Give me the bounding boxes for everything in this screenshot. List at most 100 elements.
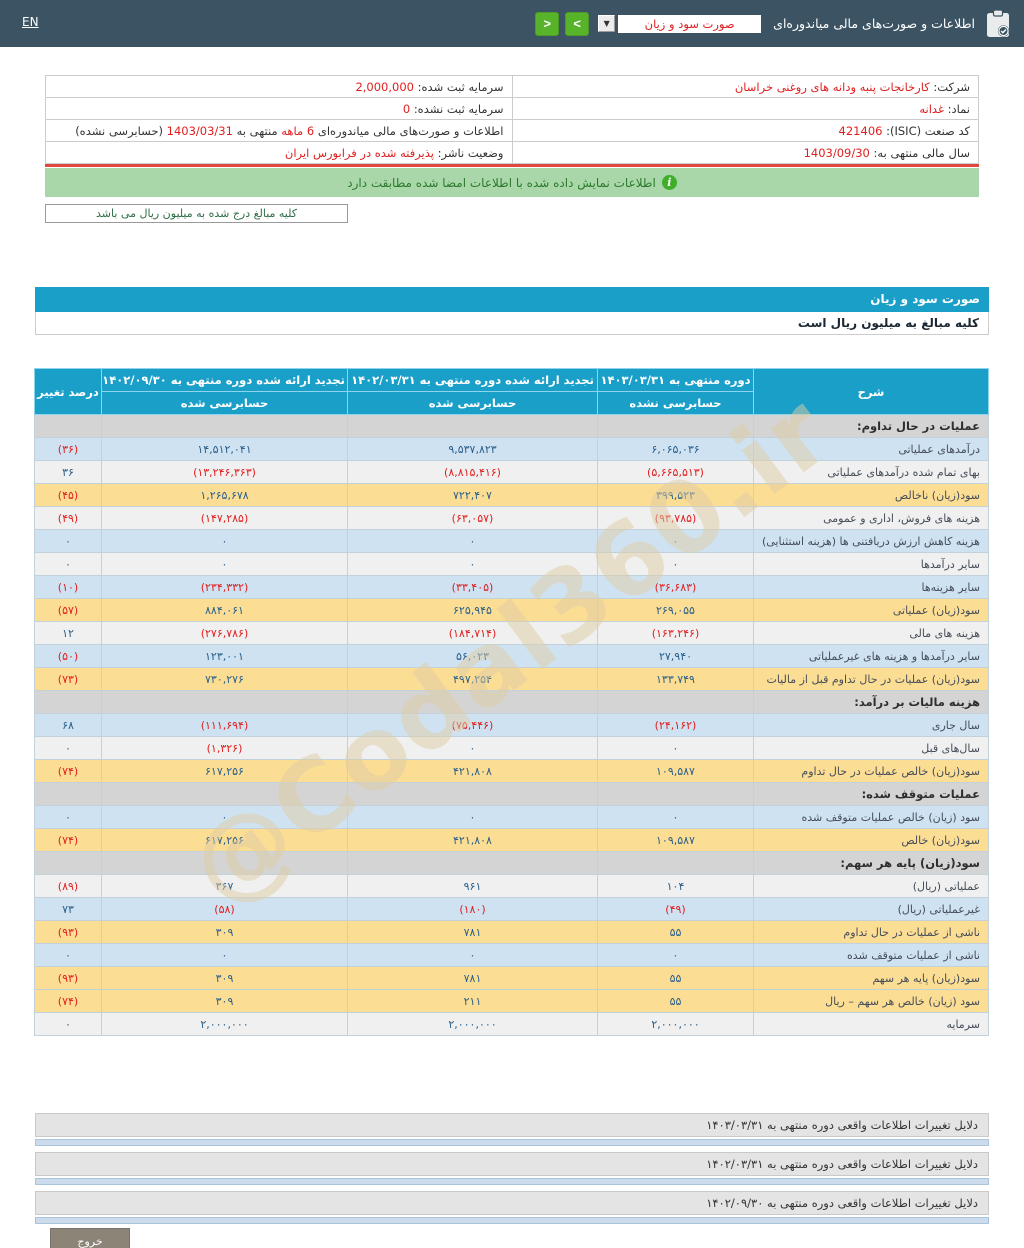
- exit-button[interactable]: خروج: [50, 1228, 130, 1248]
- change-reasons-bar[interactable]: دلایل تغییرات اطلاعات واقعی دوره منتهی ب…: [35, 1191, 989, 1215]
- value-cell: (۲۳۴,۳۳۲): [101, 575, 348, 599]
- prev-statement-button[interactable]: <: [535, 11, 560, 36]
- table-row: سود(زیان) پایه هر سهم ۵۵ ۷۸۱ ۳۰۹ (۹۳): [34, 966, 989, 990]
- value-cell: ۴۲۱,۸۰۸: [347, 828, 598, 852]
- section-row: عملیات در حال تداوم:: [34, 414, 989, 438]
- value-cell: ۱۰۹,۵۸۷: [597, 759, 754, 783]
- value-cell: ۰: [101, 943, 348, 967]
- info-value: 1403/09/30: [803, 145, 870, 160]
- table-row: سال‌های قبل ۰ ۰ (۱,۳۲۶) ۰: [34, 736, 989, 760]
- col-header-audit-2: حسابرسی شده: [347, 391, 598, 415]
- value-cell: ۵۵: [597, 966, 754, 990]
- col-header-period-2: تجدید ارائه شده دوره منتهی به ۱۴۰۲/۰۳/۳۱: [347, 368, 598, 392]
- table-row: سایر درآمدها و هزینه های غیرعملیاتی ۲۷,۹۴…: [34, 644, 989, 668]
- info-value: پذیرفته شده در فرابورس ایران: [284, 145, 434, 160]
- language-toggle-en[interactable]: EN: [22, 15, 39, 29]
- value-cell: ۱۳۳,۷۴۹: [597, 667, 754, 691]
- info-cell: سرمایه ثبت شده: 2,000,000: [45, 75, 513, 98]
- change-reasons-strip: [35, 1139, 989, 1146]
- value-cell: ۷۲۲,۴۰۷: [347, 483, 598, 507]
- next-statement-button[interactable]: >: [565, 11, 590, 36]
- row-label: عملیات متوقف شده:: [753, 782, 989, 806]
- col-header-pct: درصد تغییر: [34, 368, 102, 415]
- value-cell: (۱۱۱,۶۹۴): [101, 713, 348, 737]
- value-cell: ۲,۰۰۰,۰۰۰: [597, 1012, 754, 1036]
- change-reasons-bar[interactable]: دلایل تغییرات اطلاعات واقعی دوره منتهی ب…: [35, 1152, 989, 1176]
- info-value: کارخانجات پنبه ودانه های روغنی خراسان: [734, 79, 930, 94]
- col-header-audit-1: حسابرسی نشده: [597, 391, 754, 415]
- pct-cell: (۳۶): [34, 437, 102, 461]
- units-note: کلیه مبالغ درج شده به میلیون ریال می باش…: [45, 204, 348, 223]
- value-cell: [347, 782, 598, 806]
- table-row: سایر هزینه‌ها (۳۶,۶۸۳) (۳۳,۴۰۵) (۲۳۴,۳۳۲) (۱…: [34, 575, 989, 599]
- table-row: سود(زیان) ناخالص ۳۹۹,۵۲۳ ۷۲۲,۴۰۷ ۱,۲۶۵,۶۷۸(…: [34, 483, 989, 507]
- pct-cell: ۱۲: [34, 621, 102, 645]
- signature-banner-text: اطلاعات نمایش داده شده با اطلاعات امضا ش…: [347, 175, 656, 190]
- pct-cell: (۴۹): [34, 506, 102, 530]
- info-label: اطلاعات و صورت‌های مالی میاندوره‌ای: [317, 123, 504, 138]
- table-row: عملیاتی (ریال) ۱۰۴ ۹۶۱ ۳۶۷ (۸۹): [34, 874, 989, 898]
- section-row: سود(زیان) پایه هر سهم:: [34, 851, 989, 875]
- pct-cell: [34, 782, 102, 806]
- value-cell: (۱,۳۲۶): [101, 736, 348, 760]
- value-cell: ۲,۰۰۰,۰۰۰: [347, 1012, 598, 1036]
- value-cell: [101, 782, 348, 806]
- info-cell: اطلاعات و صورت‌های مالی میاندوره‌ای 6 ما…: [45, 119, 513, 142]
- pct-cell: (۷۴): [34, 828, 102, 852]
- income-statement-table: شرح دوره منتهی به ۱۴۰۳/۰۳/۳۱ تجدید ارائه…: [34, 368, 989, 1036]
- info-value: 2,000,000: [355, 79, 414, 94]
- value-cell: ۰: [597, 552, 754, 576]
- row-label: سایر هزینه‌ها: [753, 575, 989, 599]
- info-cell: شرکت: کارخانجات پنبه ودانه های روغنی خرا…: [511, 75, 979, 98]
- pct-cell: (۹۳): [34, 920, 102, 944]
- value-cell: ۶۱۷,۲۵۶: [101, 828, 348, 852]
- row-label: سود (زیان) خالص هر سهم – ریال: [753, 989, 989, 1013]
- chevron-down-icon[interactable]: ▼: [598, 15, 616, 32]
- value-cell: (۵,۶۶۵,۵۱۳): [597, 460, 754, 484]
- value-cell: [101, 690, 348, 714]
- value-cell: ۶۱۷,۲۵۶: [101, 759, 348, 783]
- statement-units-note: کلیه مبالغ به میلیون ریال است: [35, 312, 989, 335]
- row-label: سود(زیان) خالص عملیات در حال تداوم: [753, 759, 989, 783]
- value-cell: ۰: [347, 529, 598, 553]
- value-cell: (۲۷۶,۷۸۶): [101, 621, 348, 645]
- value-cell: ۳۹۹,۵۲۳: [597, 483, 754, 507]
- statement-header: صورت سود و زیان کلیه مبالغ به میلیون ریا…: [35, 287, 989, 335]
- topbar-controls: اطلاعات و صورت‌های مالی میاندوره‌ای ▼ صو…: [529, 0, 1024, 47]
- value-cell: ۲,۰۰۰,۰۰۰: [101, 1012, 348, 1036]
- section-row: عملیات متوقف شده:: [34, 782, 989, 806]
- value-cell: ۰: [101, 529, 348, 553]
- pct-cell: ۰: [34, 529, 102, 553]
- value-cell: [347, 851, 598, 875]
- info-cell: سال مالی منتهی به: 1403/09/30: [511, 141, 979, 164]
- company-info: شرکت: کارخانجات پنبه ودانه های روغنی خرا…: [45, 75, 979, 223]
- row-label: هزینه کاهش ارزش دریافتنی ها (هزینه استثن…: [753, 529, 989, 553]
- col-header-desc: شرح: [753, 368, 989, 415]
- change-reasons-bar[interactable]: دلایل تغییرات اطلاعات واقعی دوره منتهی ب…: [35, 1113, 989, 1137]
- topbar: EN اطلاعات و صورت‌های مالی میاندوره‌ای ▼…: [0, 0, 1024, 47]
- pct-cell: ۷۳: [34, 897, 102, 921]
- value-cell: ۰: [597, 805, 754, 829]
- pct-cell: ۰: [34, 943, 102, 967]
- row-label: بهای تمام شده درآمدهای عملیاتی: [753, 460, 989, 484]
- row-label: سایر درآمدها و هزینه های غیرعملیاتی: [753, 644, 989, 668]
- value-cell: ۸۸۴,۰۶۱: [101, 598, 348, 622]
- topbar-title: اطلاعات و صورت‌های مالی میاندوره‌ای: [773, 16, 975, 31]
- row-label: سال جاری: [753, 713, 989, 737]
- value-cell: [597, 690, 754, 714]
- table-row: غیرعملیاتی (ریال) (۴۹) (۱۸۰) (۵۸) ۷۳: [34, 897, 989, 921]
- table-row: هزینه های فروش، اداری و عمومی (۹۳,۷۸۵) (۶۳…: [34, 506, 989, 530]
- statement-select[interactable]: ▼ صورت سود و زیان: [598, 14, 762, 33]
- info-row: نماد: غدانه سرمایه ثبت نشده: 0: [45, 97, 979, 120]
- value-cell: (۲۴,۱۶۲): [597, 713, 754, 737]
- row-label: هزینه مالیات بر درآمد:: [753, 690, 989, 714]
- info-row: سال مالی منتهی به: 1403/09/30 وضعیت ناشر…: [45, 141, 979, 164]
- value-cell: (۱۳,۲۴۶,۳۶۳): [101, 460, 348, 484]
- table-row: سال جاری (۲۴,۱۶۲) (۷۵,۴۴۶) (۱۱۱,۶۹۴) ۶۸: [34, 713, 989, 737]
- value-cell: ۰: [347, 805, 598, 829]
- table-body: عملیات در حال تداوم: درآمدهای عملیاتی ۶,۰۶…: [34, 414, 989, 1036]
- pct-cell: (۴۵): [34, 483, 102, 507]
- value-cell: ۱۴,۵۱۲,۰۴۱: [101, 437, 348, 461]
- change-reasons-strip: [35, 1217, 989, 1224]
